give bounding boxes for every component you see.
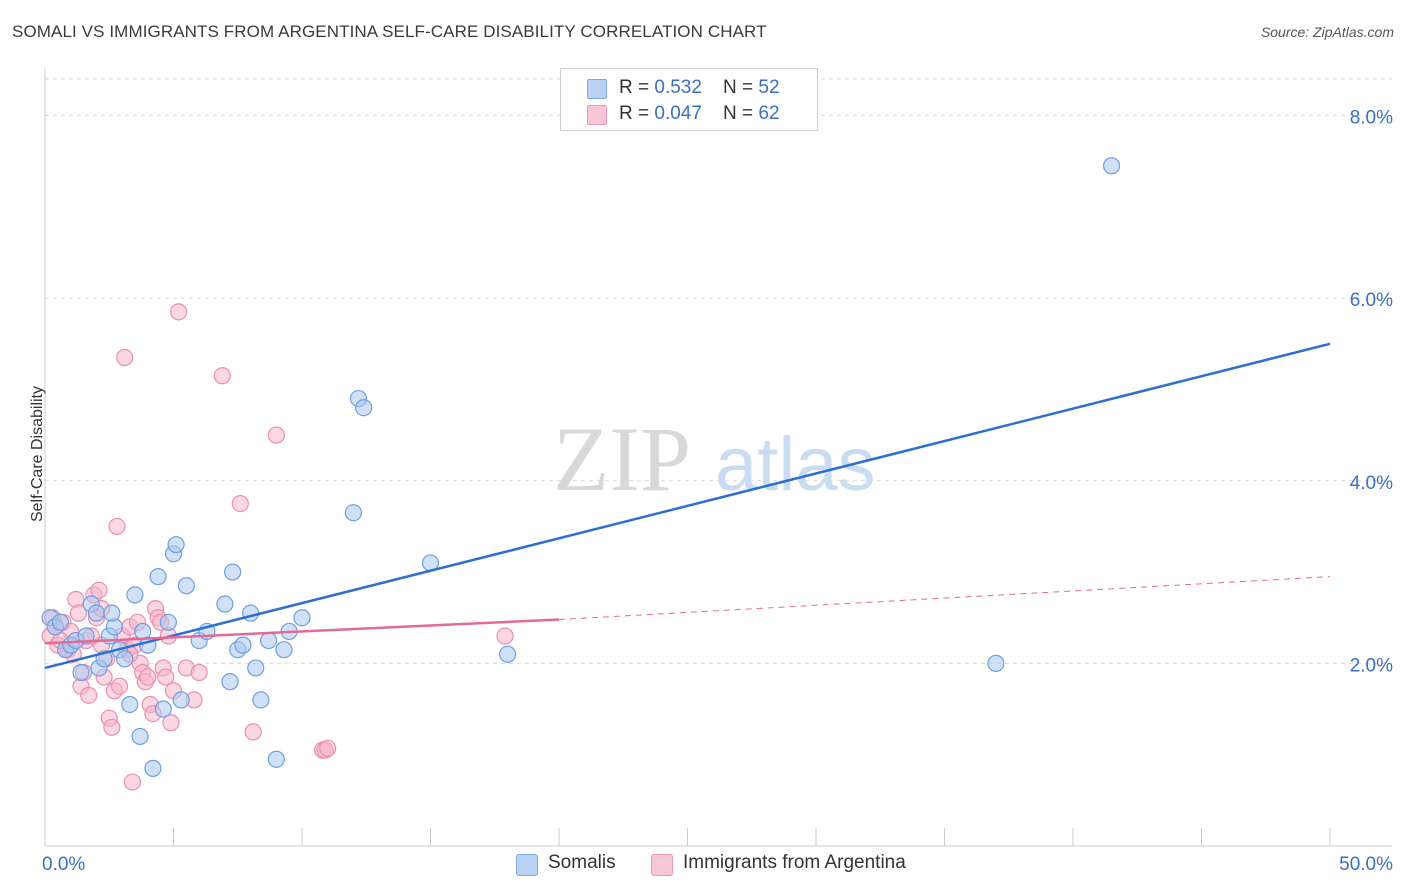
somalis-point — [87, 604, 106, 622]
x-tick-label: 50.0% — [1339, 854, 1393, 875]
somalis-point — [216, 595, 234, 613]
somalis-point — [167, 536, 185, 554]
y-tick-label: 4.0% — [1350, 473, 1393, 494]
argentina-trendline — [558, 576, 1331, 621]
somalis-point — [252, 691, 270, 709]
legend-text-somalis: R = 0.532 N = 52 — [619, 77, 780, 99]
y-tick-label: 2.0% — [1350, 655, 1393, 676]
argentina-point — [80, 686, 98, 704]
somalis-point — [355, 399, 373, 417]
somalis-point — [154, 700, 172, 718]
legend-swatch-pink — [587, 105, 607, 125]
tick-labels: 2.0% 4.0% 6.0% 8.0% 0.0% 50.0% — [42, 108, 1393, 875]
x-tick-label: 0.0% — [42, 854, 85, 875]
y-axis-label: Self-Care Disability — [29, 385, 46, 523]
legend-stats: R = 0.532 N = 52 R = 0.047 N = 62 — [560, 68, 818, 131]
somalis-point — [275, 641, 293, 659]
r-value: 0.047 — [654, 103, 702, 124]
legend-text-argentina: R = 0.047 N = 62 — [619, 103, 780, 125]
legend-label-somalis: Somalis — [548, 852, 616, 873]
argentina-point — [116, 348, 134, 367]
legend-swatch-blue — [516, 854, 538, 876]
somalis-point — [72, 663, 90, 682]
trendlines — [44, 342, 1331, 670]
somalis-point — [149, 568, 167, 586]
somalis-point — [177, 577, 195, 595]
somalis-point — [267, 750, 285, 768]
argentina-point — [267, 426, 285, 444]
somalis-point — [234, 636, 252, 654]
argentina-point — [69, 604, 88, 622]
argentina-point — [103, 718, 121, 736]
legend-swatch-blue — [587, 79, 607, 99]
legend-swatch-pink — [651, 854, 673, 876]
somalis-point — [121, 695, 139, 714]
argentina-point — [244, 723, 262, 741]
n-label: N = — [723, 77, 759, 98]
somalis-point — [144, 759, 162, 777]
r-label: R = — [619, 103, 655, 124]
somalis-point — [293, 609, 311, 627]
n-value: 52 — [758, 77, 780, 98]
watermark: ZIP atlas — [553, 408, 876, 510]
argentina-point — [213, 367, 231, 385]
somalis-point — [103, 604, 121, 622]
somalis-point — [126, 586, 144, 604]
argentina-point — [319, 739, 337, 757]
somalis-point — [172, 691, 190, 709]
argentina-point — [162, 714, 180, 732]
y-tick-label: 8.0% — [1350, 108, 1393, 129]
argentina-point — [231, 494, 249, 513]
argentina-point — [139, 668, 157, 686]
argentina-point — [108, 517, 126, 536]
grid-lines — [45, 78, 1392, 664]
r-label: R = — [619, 77, 655, 98]
somalis-point — [51, 613, 70, 631]
chart-title: SOMALI VS IMMIGRANTS FROM ARGENTINA SELF… — [12, 22, 767, 41]
argentina-point — [190, 663, 208, 682]
somalis-point — [247, 659, 265, 677]
n-label: N = — [723, 103, 759, 124]
series-argentina-points — [41, 303, 514, 791]
r-value: 0.532 — [654, 77, 702, 98]
legend-series: Somalis Immigrants from Argentina — [0, 852, 1406, 878]
somalis-point — [344, 504, 362, 522]
watermark-zip: ZIP — [553, 408, 691, 510]
somalis-point — [131, 727, 149, 746]
source-label: Source: ZipAtlas.com — [1260, 24, 1394, 40]
somalis-point — [499, 645, 517, 663]
n-value: 62 — [758, 103, 780, 124]
somalis-point — [987, 654, 1005, 672]
somalis-point — [224, 563, 242, 581]
argentina-point — [157, 668, 175, 686]
argentina-trendline — [44, 618, 560, 645]
somalis-point — [221, 673, 239, 691]
argentina-point — [123, 773, 141, 791]
somalis-point — [259, 631, 278, 650]
argentina-point — [170, 303, 188, 321]
argentina-point — [90, 581, 108, 599]
somalis-point — [159, 613, 177, 631]
somalis-point — [1102, 157, 1121, 175]
argentina-point — [496, 627, 514, 645]
somalis-trendline — [44, 342, 1331, 670]
argentina-point — [110, 677, 129, 695]
legend-label-argentina: Immigrants from Argentina — [683, 852, 906, 873]
y-tick-label: 6.0% — [1350, 290, 1393, 311]
somalis-point — [116, 650, 134, 668]
axes — [44, 68, 1392, 847]
